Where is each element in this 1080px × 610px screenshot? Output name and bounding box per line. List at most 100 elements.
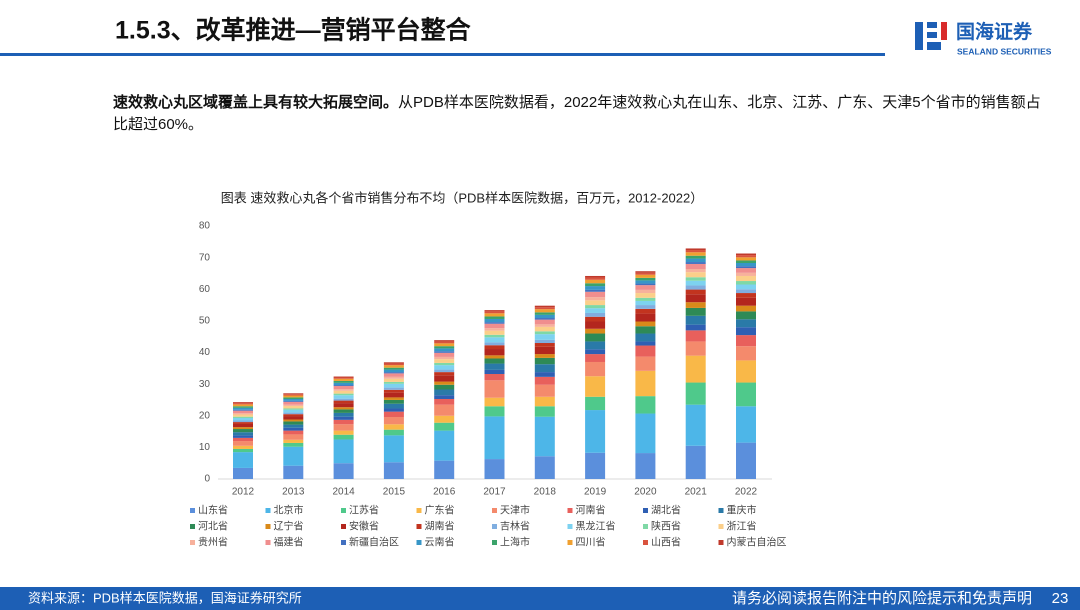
bar-segment: [383, 397, 404, 400]
bar-segment: [534, 416, 555, 457]
bar-segment: [434, 346, 455, 349]
bar-segment: [333, 439, 354, 464]
bar-segment: [383, 462, 404, 479]
legend-swatch: [718, 508, 724, 513]
bar-segment: [685, 324, 706, 331]
legend-label: 河南省: [576, 504, 606, 517]
bar-segment: [534, 324, 555, 327]
bar-segment: [635, 305, 656, 309]
bar-segment: [484, 369, 505, 375]
bar-segment: [534, 343, 555, 347]
bar-segment: [585, 277, 606, 280]
bar-segment: [233, 410, 253, 414]
bar-segment: [233, 452, 253, 468]
bar-segment: [233, 420, 253, 423]
bar-segment: [283, 401, 304, 405]
legend-swatch: [190, 540, 195, 545]
bar-segment: [585, 410, 606, 453]
bar-segment: [333, 386, 354, 390]
bar-segment: [736, 406, 756, 443]
bar-segment: [233, 422, 253, 424]
bar-segment: [333, 389, 354, 391]
bar-segment: [333, 407, 354, 410]
bar-segment: [383, 435, 404, 463]
bar-segment: [233, 429, 253, 433]
bar-segment: [635, 285, 656, 290]
bar-segment: [333, 398, 354, 401]
footer-source: 资料来源：PDB样本医院数据，国海证券研究所: [28, 590, 302, 605]
bar-segment: [484, 316, 505, 319]
bar-segment: [534, 307, 555, 310]
bar-segment: [233, 402, 253, 404]
bar-segment: [333, 400, 354, 404]
legend-swatch: [265, 540, 271, 545]
bar-segment: [484, 322, 505, 324]
bar-segment: [333, 424, 354, 431]
bar-segment: [635, 413, 656, 454]
bar-segment: [736, 268, 756, 273]
bar-segment: [534, 326, 555, 332]
bar-segment: [585, 291, 606, 298]
bar-segment: [333, 382, 354, 386]
bar-segment: [233, 445, 253, 449]
page-number: 23: [1052, 590, 1069, 607]
bar-segment: [736, 272, 756, 276]
bar-segment: [233, 448, 253, 453]
bar-segment: [484, 406, 505, 417]
bar-segment: [685, 307, 706, 316]
bar-segment: [736, 327, 756, 336]
bar-segment: [585, 316, 606, 322]
legend-label: 新疆自治区: [349, 536, 399, 549]
bar-segment: [333, 385, 354, 387]
legend-label: 上海市: [500, 536, 530, 549]
bar-segment: [434, 460, 455, 479]
bar-segment: [383, 369, 404, 373]
bar-segment: [585, 297, 606, 301]
bar-segment: [333, 409, 354, 413]
bar-segment: [685, 272, 706, 278]
y-tick-label: 20: [199, 410, 211, 421]
body-lead: 速效救心丸区域覆盖上具有较大拓展空间。: [113, 94, 399, 111]
bar-segment: [685, 294, 706, 303]
x-tick-label: 2018: [534, 487, 557, 498]
legend-swatch: [265, 524, 271, 529]
bar-segment: [635, 356, 656, 371]
x-tick-label: 2019: [584, 487, 607, 498]
bar-segment: [685, 404, 706, 446]
bar-segment: [534, 334, 555, 340]
bar-segment: [484, 363, 505, 370]
bar-segment: [283, 395, 304, 398]
bar-segment: [736, 297, 756, 306]
bar-segment: [534, 376, 555, 385]
bar-segment: [585, 308, 606, 313]
bar-segment: [283, 421, 304, 425]
bar-segment: [685, 315, 706, 325]
bar-segment: [434, 369, 455, 373]
bar-segment: [283, 412, 304, 415]
bar-segment: [736, 311, 756, 320]
bar-segment: [685, 280, 706, 286]
bar-segment: [736, 319, 756, 328]
bar-segment: [484, 337, 505, 343]
bar-segment: [333, 463, 354, 479]
bar-segment: [484, 323, 505, 329]
y-tick-label: 40: [199, 347, 211, 358]
legend-swatch: [492, 508, 497, 513]
bar-segment: [233, 409, 253, 411]
bar-segment: [283, 427, 304, 431]
legend-label: 山西省: [651, 536, 681, 549]
bar-segment: [484, 310, 505, 312]
bar-segment: [534, 331, 555, 335]
bar-segment: [685, 269, 706, 273]
bar-segment: [685, 277, 706, 281]
bar-segment: [484, 358, 505, 364]
legend-label: 浙江省: [727, 520, 757, 533]
bar-segment: [685, 263, 706, 270]
legend-swatch: [341, 540, 346, 545]
bar-segment: [434, 381, 455, 385]
bar-segment: [434, 404, 455, 416]
x-tick-label: 2015: [383, 487, 406, 498]
legend-swatch: [416, 524, 422, 529]
legend-swatch: [492, 524, 497, 529]
bar-segment: [283, 400, 304, 402]
